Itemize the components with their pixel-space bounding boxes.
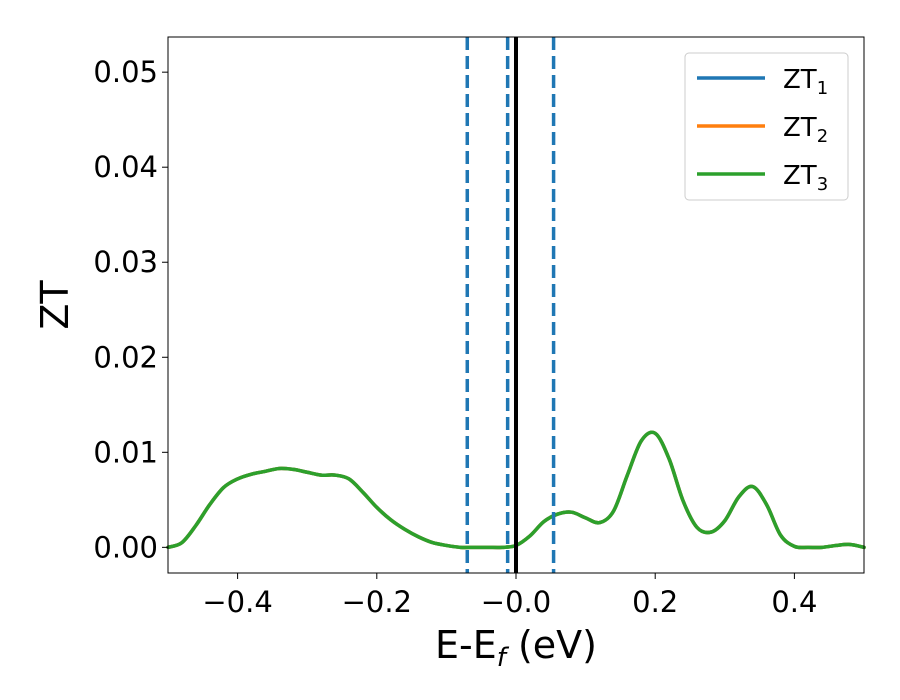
legend-box xyxy=(684,52,849,201)
y-tick-label: 0.01 xyxy=(93,435,158,469)
reference-lines xyxy=(465,37,556,573)
legend: ZT1 ZT2 ZT3 xyxy=(684,52,849,201)
x-tick-label: −0.4 xyxy=(202,585,272,619)
x-tick-label: 0.4 xyxy=(771,585,817,619)
x-tick-label: 0.2 xyxy=(632,585,678,619)
x-tick-label: −0.2 xyxy=(342,585,412,619)
plot-frame xyxy=(167,36,865,574)
y-axis-label: ZT xyxy=(33,280,77,330)
legend-label-zt1: ZT1 xyxy=(783,65,828,99)
y-tick-label: 0.00 xyxy=(93,530,158,564)
y-tick-label: 0.03 xyxy=(93,245,158,279)
y-tick-label: 0.02 xyxy=(93,340,158,374)
x-axis-label: E-Ef (eV) xyxy=(435,623,597,673)
x-axis-ticks: −0.4 −0.2 −0.0 0.2 0.4 xyxy=(202,573,817,619)
legend-label-zt2: ZT2 xyxy=(783,113,828,147)
legend-label-zt3: ZT3 xyxy=(783,161,828,195)
y-tick-label: 0.05 xyxy=(93,55,158,89)
y-tick-label: 0.04 xyxy=(93,150,158,184)
x-tick-label: −0.0 xyxy=(481,585,551,619)
y-axis-ticks: 0.00 0.01 0.02 0.03 0.04 0.05 xyxy=(93,55,168,564)
